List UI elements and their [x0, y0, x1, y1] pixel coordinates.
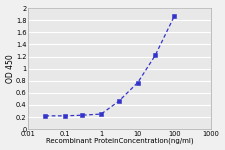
X-axis label: Recombinant ProteinConcentration(ng/ml): Recombinant ProteinConcentration(ng/ml)	[46, 138, 193, 144]
Y-axis label: OD 450: OD 450	[6, 54, 15, 83]
